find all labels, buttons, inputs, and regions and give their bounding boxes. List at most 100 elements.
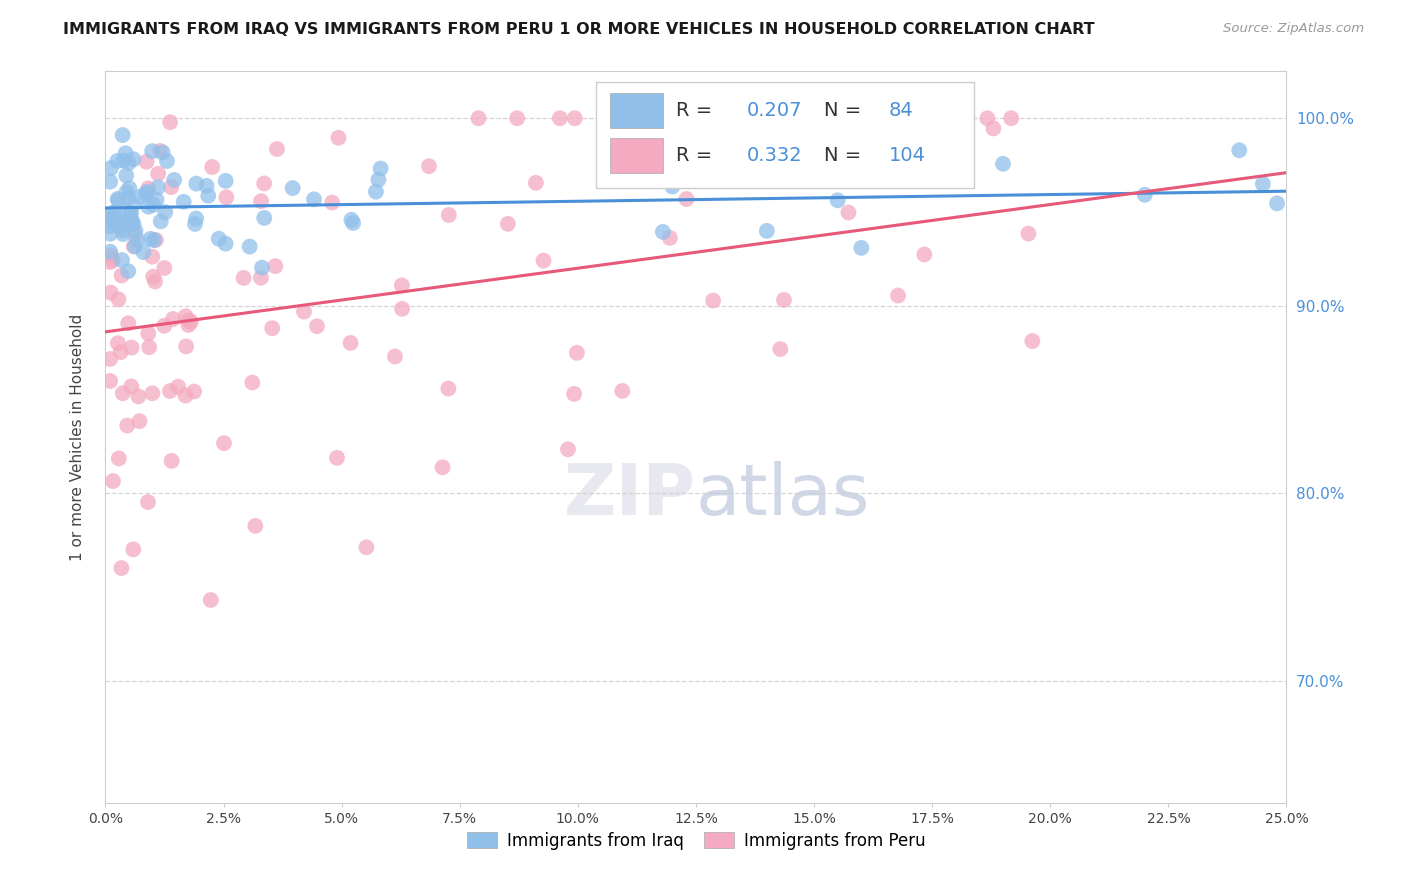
Point [117, 191, 139, 205]
Legend: Immigrants from Iraq, Immigrants from Peru: Immigrants from Iraq, Immigrants from Pe… [460, 825, 932, 856]
Point [253, 211, 276, 225]
Point [117, 264, 139, 278]
Point [212, 436, 235, 450]
Point [564, 112, 586, 126]
Point [214, 174, 236, 188]
Point [887, 288, 910, 302]
Point [1000, 112, 1022, 126]
Point [128, 414, 150, 428]
Point [184, 211, 207, 226]
Point [496, 217, 519, 231]
Point [661, 179, 683, 194]
Point [143, 233, 166, 247]
Point [121, 214, 143, 228]
Y-axis label: 1 or more Vehicles in Household: 1 or more Vehicles in Household [70, 313, 84, 561]
Point [173, 194, 195, 209]
Point [651, 225, 673, 239]
Point [240, 376, 263, 390]
Point [302, 192, 325, 206]
Point [292, 304, 315, 318]
Point [755, 224, 778, 238]
Point [112, 153, 135, 168]
Text: 104: 104 [889, 146, 925, 165]
Point [136, 185, 159, 199]
Text: 84: 84 [889, 101, 914, 120]
Point [177, 313, 200, 327]
Point [146, 167, 169, 181]
Point [215, 190, 238, 204]
Point [163, 173, 186, 187]
Point [658, 231, 681, 245]
Point [250, 260, 273, 275]
Point [356, 541, 378, 555]
Point [557, 442, 579, 457]
Point [115, 418, 138, 433]
Point [162, 312, 184, 326]
Point [200, 593, 222, 607]
Point [121, 213, 143, 227]
Point [262, 321, 284, 335]
Point [105, 153, 128, 168]
Point [160, 454, 183, 468]
Point [250, 194, 273, 209]
Point [153, 261, 176, 276]
Point [533, 253, 555, 268]
Point [108, 220, 131, 235]
Point [132, 245, 155, 260]
Point [101, 474, 124, 488]
Point [827, 194, 849, 208]
Point [253, 177, 276, 191]
Text: IMMIGRANTS FROM IRAQ VS IMMIGRANTS FROM PERU 1 OR MORE VEHICLES IN HOUSEHOLD COR: IMMIGRANTS FROM IRAQ VS IMMIGRANTS FROM … [63, 22, 1095, 37]
Point [100, 285, 122, 300]
Point [201, 160, 224, 174]
Text: Source: ZipAtlas.com: Source: ZipAtlas.com [1223, 22, 1364, 36]
Point [1251, 177, 1274, 191]
Point [506, 112, 529, 126]
Point [384, 350, 406, 364]
Point [174, 310, 197, 324]
Point [851, 241, 873, 255]
Point [124, 224, 146, 238]
Point [107, 293, 129, 307]
Point [370, 161, 392, 176]
Point [548, 112, 571, 126]
Point [155, 205, 177, 219]
Point [118, 206, 141, 220]
Point [912, 247, 935, 261]
Point [432, 460, 454, 475]
Point [107, 336, 129, 351]
Point [124, 227, 146, 242]
Text: atlas: atlas [696, 461, 870, 530]
Point [159, 115, 181, 129]
Point [107, 192, 129, 206]
Point [160, 180, 183, 194]
Point [122, 239, 145, 253]
Point [98, 175, 121, 189]
Point [104, 211, 127, 226]
Point [145, 193, 167, 207]
Point [340, 212, 363, 227]
Point [141, 250, 163, 264]
FancyBboxPatch shape [610, 93, 662, 128]
Text: ZIP: ZIP [564, 461, 696, 530]
Point [837, 205, 859, 219]
Point [135, 154, 157, 169]
Point [149, 214, 172, 228]
Point [364, 185, 387, 199]
Point [562, 387, 585, 401]
Point [112, 227, 135, 241]
Point [122, 198, 145, 212]
Point [120, 206, 142, 220]
Point [104, 211, 127, 226]
Point [98, 351, 121, 366]
Point [467, 112, 489, 126]
Point [773, 293, 796, 307]
Point [110, 268, 132, 283]
FancyBboxPatch shape [596, 82, 973, 188]
Point [156, 154, 179, 169]
Point [239, 239, 262, 253]
Point [101, 214, 124, 228]
Point [208, 232, 231, 246]
Point [146, 180, 169, 194]
Point [214, 236, 236, 251]
